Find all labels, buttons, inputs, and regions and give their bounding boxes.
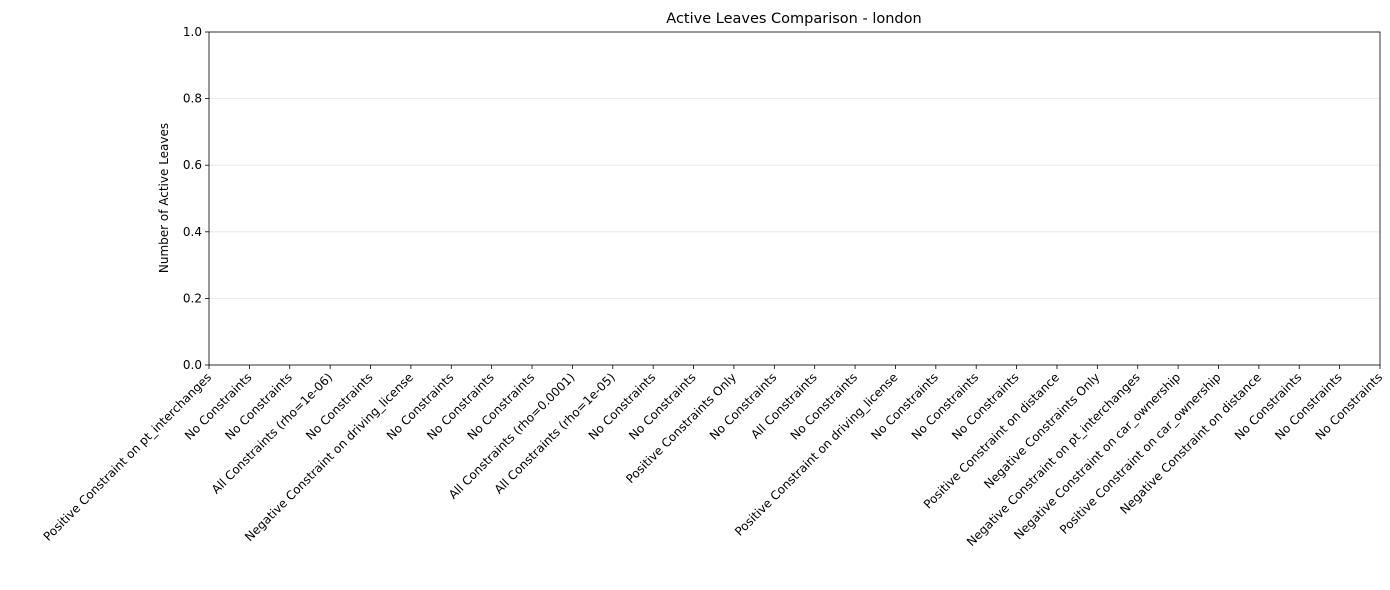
x-tick-label: Positive Constraint on pt_interchanges <box>41 370 214 543</box>
y-tick-label: 0.6 <box>183 158 202 172</box>
y-tick-label: 1.0 <box>183 25 202 39</box>
plot-frame <box>208 31 1381 366</box>
y-tick-label: 0.2 <box>183 291 202 305</box>
y-axis-label: Number of Active Leaves <box>157 123 171 273</box>
y-tick-label: 0.0 <box>183 358 202 372</box>
chart-title: Active Leaves Comparison - london <box>666 11 921 27</box>
y-tick-label: 0.4 <box>183 225 202 239</box>
y-tick-label: 0.8 <box>183 92 202 106</box>
